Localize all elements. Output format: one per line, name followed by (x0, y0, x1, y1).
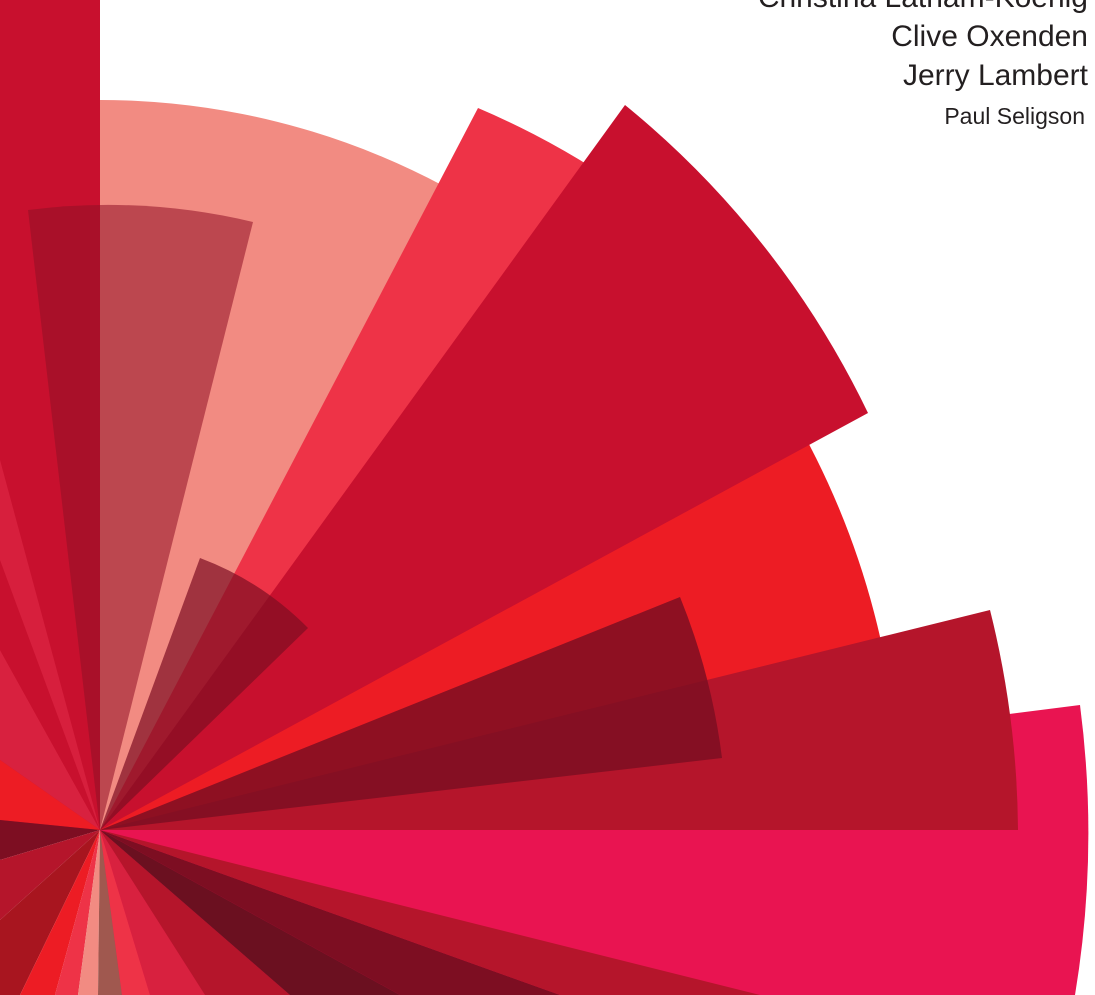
burst-spoke (98, 830, 122, 995)
author-name: Christina Latham-Koenig (758, 0, 1088, 17)
burst-segment-dark-wedge (100, 597, 722, 830)
burst-spoke (78, 830, 100, 995)
author-name: Jerry Lambert (902, 59, 1088, 92)
author-name: Clive Oxenden (891, 20, 1088, 53)
burst-spoke (0, 820, 100, 860)
burst-spoke (20, 830, 100, 995)
burst-segment-small-dark (100, 558, 308, 830)
burst-spoke (55, 830, 100, 995)
burst-spoke (0, 830, 100, 995)
burst-spoke (0, 760, 100, 830)
contributor-name: Paul Seligson (944, 103, 1085, 129)
burst-segment-brown (28, 204, 253, 831)
credits-block: Christina Latham-Koenig Clive Oxenden Je… (758, 0, 1088, 131)
burst-spoke (100, 830, 760, 995)
burst-segment-crimson (100, 105, 868, 830)
burst-spoke (0, 460, 100, 830)
